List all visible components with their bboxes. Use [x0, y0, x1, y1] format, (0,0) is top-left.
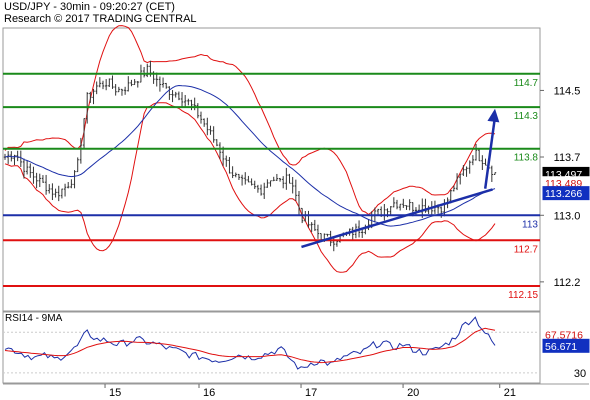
- price-tag-2-text: 113.266: [545, 188, 582, 200]
- time-axis-tick-3: 20: [407, 387, 419, 399]
- rsi-series-1: [4, 327, 496, 364]
- rsi-value-tag-1: 56.671: [542, 338, 590, 353]
- price-axis-tick-3: 112.2: [554, 277, 581, 289]
- price-axis-tick-2: 113.0: [554, 210, 581, 222]
- price-axis-tick-1: 113.7: [554, 152, 581, 164]
- rsi-value-tag-1-text: 56.671: [545, 341, 577, 353]
- time-axis-tick-0: 15: [109, 387, 121, 399]
- bollinger-upper-band: [4, 25, 496, 216]
- level-label-4: 112.7: [514, 244, 539, 255]
- level-label-3: 113: [522, 219, 538, 230]
- projection-arrow-head: [487, 108, 500, 123]
- level-label-0: 114.7: [514, 78, 539, 89]
- bollinger-lower-band: [4, 102, 496, 273]
- main-plot-frame: [2, 27, 541, 312]
- rsi-value-tag-0: 67.5716: [542, 327, 590, 342]
- price-tag-2-box: [542, 186, 590, 201]
- rsi-plot-frame: [2, 311, 541, 384]
- rsi-series-0: [4, 316, 496, 370]
- price-tag-2: 113.266: [542, 186, 590, 201]
- rsi-value-tag-0-text: 67.5716: [545, 330, 583, 342]
- chart-title: USD/JPY - 30min - 09:20:27 (CET): [4, 1, 175, 13]
- candle-group: [3, 60, 497, 252]
- level-label-2: 113.8: [514, 153, 539, 164]
- rsi-panel-label: RSI14 - 9MA: [5, 313, 63, 324]
- level-label-1: 114.3: [514, 111, 539, 122]
- chart-subtitle: Research © 2017 TRADING CENTRAL: [4, 13, 197, 25]
- projection-arrow-shaft: [483, 116, 497, 189]
- price-axis-tick-0: 114.5: [554, 85, 581, 97]
- time-axis-tick-2: 17: [305, 387, 317, 399]
- moving-average-line: [4, 84, 496, 227]
- rsi-axis-tick-1: 30: [574, 368, 586, 380]
- level-label-5: 112.15: [508, 290, 538, 301]
- time-axis-tick-4: 21: [504, 387, 516, 399]
- support-trendline: [301, 188, 493, 249]
- time-axis-tick-1: 16: [203, 387, 215, 399]
- rsi-value-tag-1-box: [542, 338, 590, 353]
